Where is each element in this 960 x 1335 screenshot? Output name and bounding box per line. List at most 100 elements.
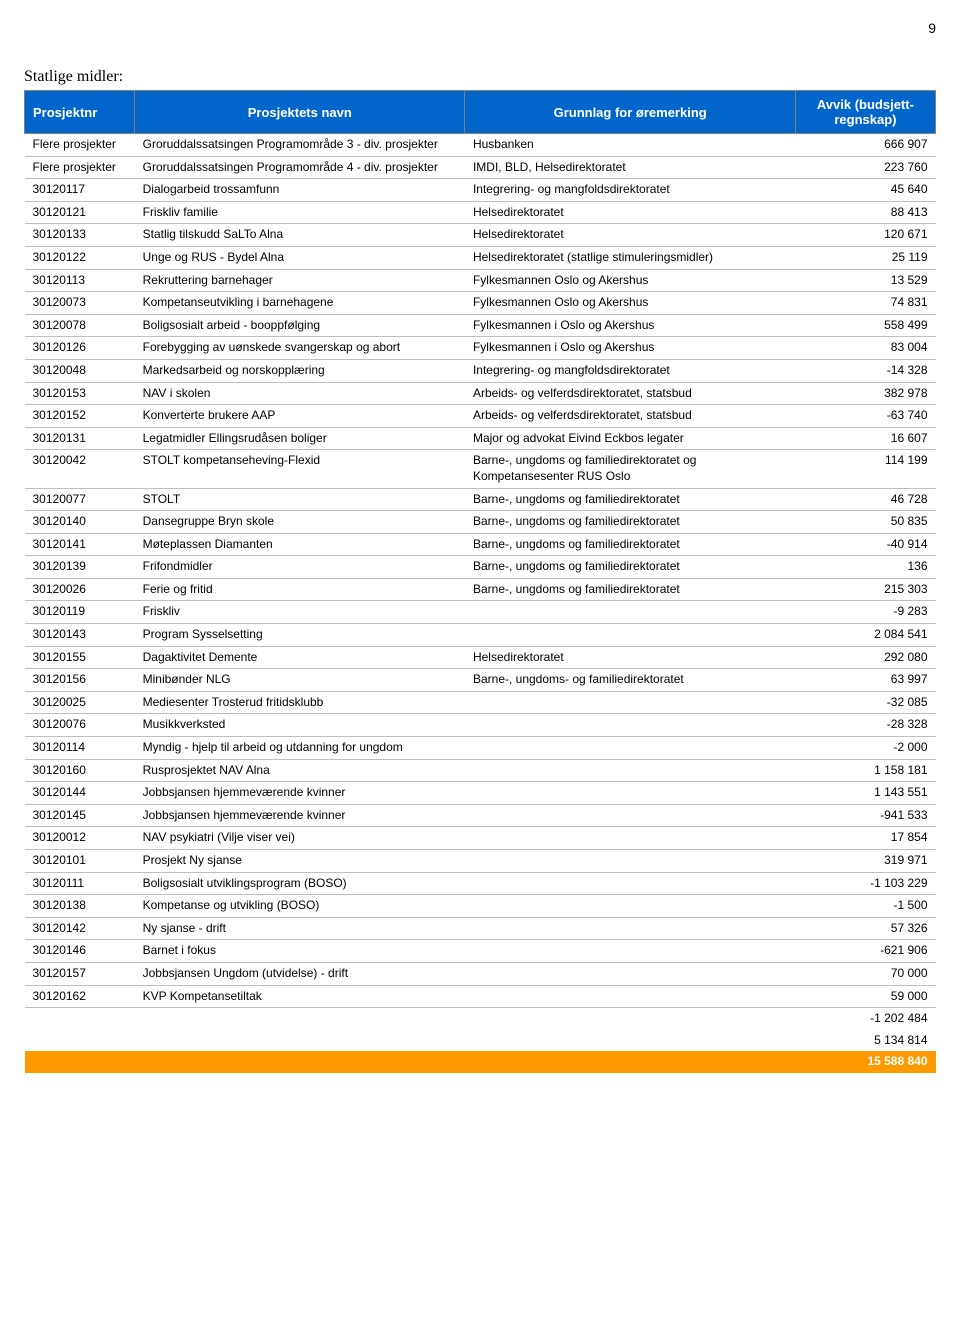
table-row: 30120026Ferie og fritidBarne-, ungdoms o…	[25, 578, 936, 601]
header-grunnlag: Grunnlag for øremerking	[465, 91, 795, 134]
table-row: 30120155Dagaktivitet DementeHelsedirekto…	[25, 646, 936, 669]
table-row: 30120121Friskliv familieHelsedirektorate…	[25, 201, 936, 224]
cell-id: 30120126	[25, 337, 135, 360]
cell-id: 30120078	[25, 314, 135, 337]
cell-name: Rusprosjektet NAV Alna	[135, 759, 465, 782]
cell-dev: -2 000	[795, 737, 935, 760]
cell-id: 30120144	[25, 782, 135, 805]
table-row: 30120138Kompetanse og utvikling (BOSO)-1…	[25, 895, 936, 918]
cell-id: 30120146	[25, 940, 135, 963]
cell-id: 30120114	[25, 737, 135, 760]
cell-basis: Barne-, ungdoms- og familiedirektoratet	[465, 669, 795, 692]
cell-id: 30120133	[25, 224, 135, 247]
cell-dev: 17 854	[795, 827, 935, 850]
cell-dev: 666 907	[795, 134, 935, 157]
header-avvik: Avvik (budsjett-regnskap)	[795, 91, 935, 134]
table-row: 30120078Boligsosialt arbeid - booppfølgi…	[25, 314, 936, 337]
cell-name: Musikkverksted	[135, 714, 465, 737]
cell-name: Markedsarbeid og norskopplæring	[135, 359, 465, 382]
cell-name: Jobbsjansen hjemmeværende kvinner	[135, 804, 465, 827]
cell-id: 30120156	[25, 669, 135, 692]
cell-id: 30120117	[25, 179, 135, 202]
table-row: 30120160Rusprosjektet NAV Alna 1 158 181	[25, 759, 936, 782]
cell-dev: -9 283	[795, 601, 935, 624]
cell-dev: -621 906	[795, 940, 935, 963]
cell-dev: 558 499	[795, 314, 935, 337]
table-row: 30120162KVP Kompetansetiltak59 000	[25, 985, 936, 1008]
table-header-row: Prosjektnr Prosjektets navn Grunnlag for…	[25, 91, 936, 134]
table-row: 30120111Boligsosialt utviklingsprogram (…	[25, 872, 936, 895]
table-row: 30120157Jobbsjansen Ungdom (utvidelse) -…	[25, 962, 936, 985]
cell-id: 30120155	[25, 646, 135, 669]
table-row: 30120156Minibønder NLGBarne-, ungdoms- o…	[25, 669, 936, 692]
table-row: 30120139FrifondmidlerBarne-, ungdoms og …	[25, 556, 936, 579]
table-row: 30120012NAV psykiatri (Vilje viser vei) 1…	[25, 827, 936, 850]
cell-name: Groruddalssatsingen Programområde 3 - di…	[135, 134, 465, 157]
cell-dev: 5 134 814	[795, 1030, 935, 1052]
cell-name: Unge og RUS - Bydel Alna	[135, 246, 465, 269]
cell-dev: 1 143 551	[795, 782, 935, 805]
cell-basis: Fylkesmannen i Oslo og Akershus	[465, 337, 795, 360]
cell-name: Friskliv familie	[135, 201, 465, 224]
cell-dev: 15 588 840	[795, 1051, 935, 1073]
cell-name	[135, 1008, 465, 1030]
cell-dev: 1 158 181	[795, 759, 935, 782]
cell-basis	[465, 782, 795, 805]
table-row: 30120133Statlig tilskudd SaLTo AlnaHelse…	[25, 224, 936, 247]
cell-id: 30120113	[25, 269, 135, 292]
cell-dev: 45 640	[795, 179, 935, 202]
cell-dev: 59 000	[795, 985, 935, 1008]
table-row: 30120073Kompetanseutvikling i barnehagen…	[25, 292, 936, 315]
cell-basis	[465, 917, 795, 940]
cell-id	[25, 1051, 135, 1073]
cell-basis: Arbeids- og velferdsdirektoratet, statsb…	[465, 382, 795, 405]
cell-name: Forebygging av uønskede svangerskap og a…	[135, 337, 465, 360]
cell-name: Myndig - hjelp til arbeid og utdanning f…	[135, 737, 465, 760]
cell-id: 30120012	[25, 827, 135, 850]
cell-dev: -941 533	[795, 804, 935, 827]
cell-id	[25, 1008, 135, 1030]
cell-name: Dagaktivitet Demente	[135, 646, 465, 669]
cell-name: Jobbsjansen Ungdom (utvidelse) - drift	[135, 962, 465, 985]
cell-dev: 319 971	[795, 850, 935, 873]
cell-name: Mediesenter Trosterud fritidsklubb	[135, 691, 465, 714]
cell-id: 30120073	[25, 292, 135, 315]
cell-basis	[465, 827, 795, 850]
cell-id: 30120121	[25, 201, 135, 224]
cell-dev: 13 529	[795, 269, 935, 292]
projects-table: Prosjektnr Prosjektets navn Grunnlag for…	[24, 90, 936, 1073]
cell-name: Frifondmidler	[135, 556, 465, 579]
cell-id: 30120152	[25, 405, 135, 428]
cell-basis: Integrering- og mangfoldsdirektoratet	[465, 179, 795, 202]
total-row: 5 134 814	[25, 1030, 936, 1052]
page-number: 9	[24, 20, 936, 36]
cell-dev: 83 004	[795, 337, 935, 360]
cell-basis: Fylkesmannen Oslo og Akershus	[465, 292, 795, 315]
cell-name: Dansegruppe Bryn skole	[135, 511, 465, 534]
cell-basis	[465, 895, 795, 918]
cell-id: 30120076	[25, 714, 135, 737]
cell-id: 30120138	[25, 895, 135, 918]
cell-id: 30120160	[25, 759, 135, 782]
cell-basis: Helsedirektoratet	[465, 201, 795, 224]
grand-total-row: 15 588 840	[25, 1051, 936, 1073]
cell-basis: IMDI, BLD, Helsedirektoratet	[465, 156, 795, 179]
cell-dev: 25 119	[795, 246, 935, 269]
cell-id: Flere prosjekter	[25, 134, 135, 157]
cell-name: NAV psykiatri (Vilje viser vei)	[135, 827, 465, 850]
cell-basis	[465, 1051, 795, 1073]
table-row: 30120144Jobbsjansen hjemmeværende kvinne…	[25, 782, 936, 805]
cell-dev: -14 328	[795, 359, 935, 382]
cell-basis	[465, 1008, 795, 1030]
cell-id: 30120142	[25, 917, 135, 940]
table-row: 30120119Friskliv-9 283	[25, 601, 936, 624]
cell-dev: -40 914	[795, 533, 935, 556]
cell-name: Dialogarbeid trossamfunn	[135, 179, 465, 202]
cell-name: Boligsosialt utviklingsprogram (BOSO)	[135, 872, 465, 895]
cell-dev: 46 728	[795, 488, 935, 511]
cell-basis: Helsedirektoratet (statlige stimulerings…	[465, 246, 795, 269]
cell-dev: 57 326	[795, 917, 935, 940]
table-row: 30120113Rekruttering barnehagerFylkesman…	[25, 269, 936, 292]
cell-id: 30120077	[25, 488, 135, 511]
table-row: 30120145Jobbsjansen hjemmeværende kvinne…	[25, 804, 936, 827]
